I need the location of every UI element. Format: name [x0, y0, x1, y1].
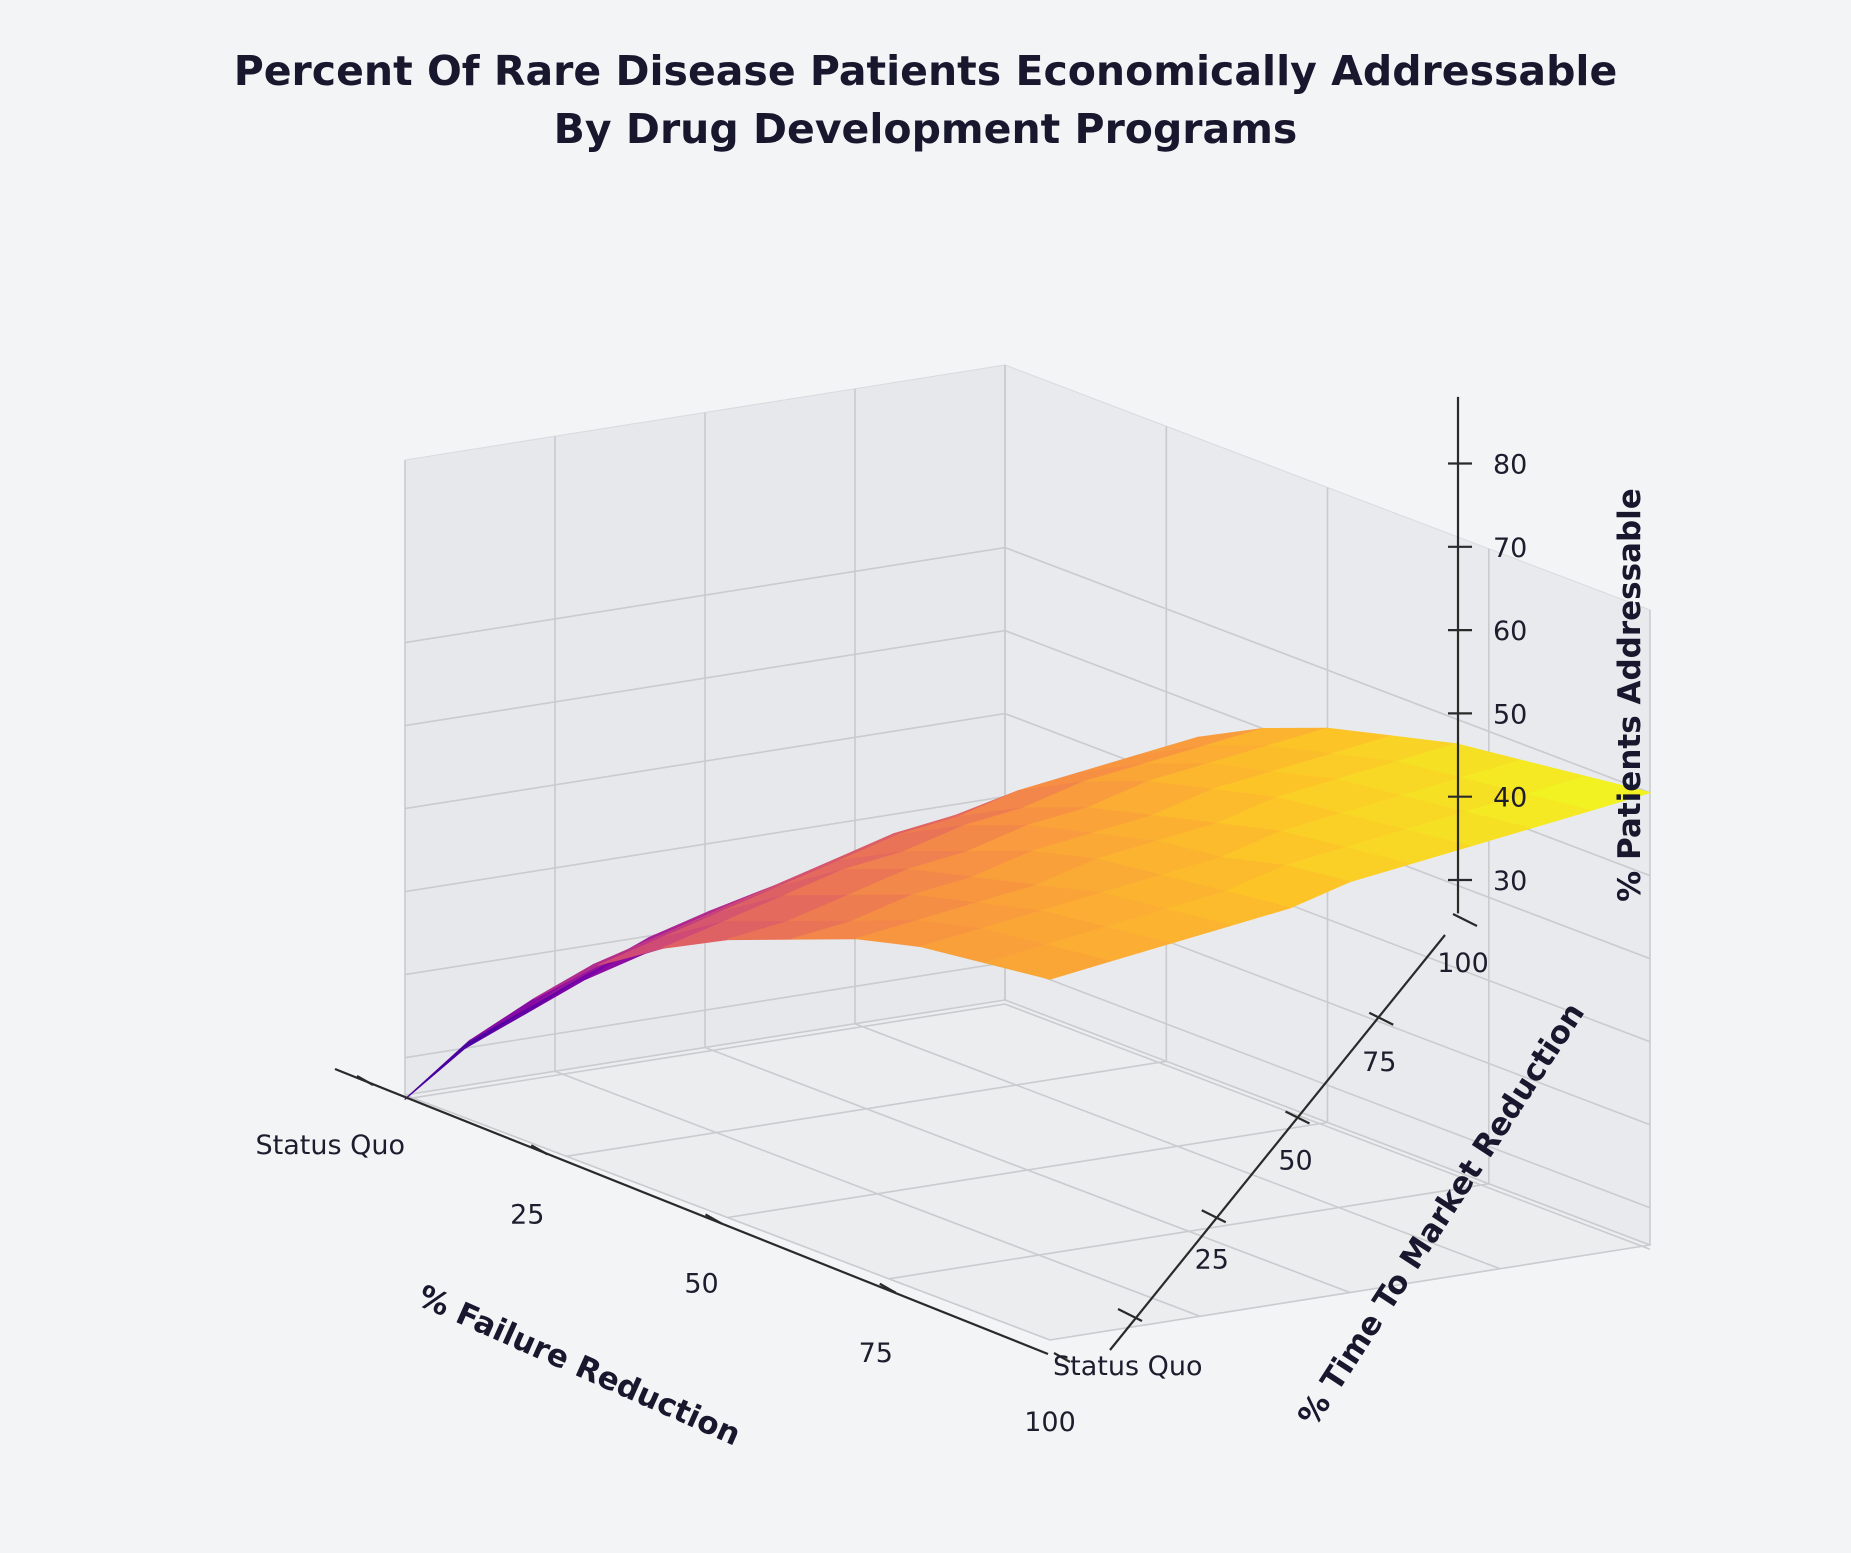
surface: [404, 727, 1651, 1100]
gridline-y: [704, 412, 1351, 1294]
x-tick-label: 50: [684, 1269, 718, 1300]
x-tick: [530, 1144, 548, 1156]
z-tick-label: 60: [1493, 616, 1527, 647]
x-tick-label: 75: [859, 1338, 893, 1369]
y-tick: [1201, 1209, 1227, 1224]
axes: [334, 396, 1478, 1363]
gridline-z: [404, 1003, 1651, 1250]
y-tick: [1452, 913, 1478, 927]
gridline-y: [554, 436, 1201, 1318]
x-tick-label: 100: [1024, 1407, 1076, 1438]
y-tick: [1117, 1308, 1143, 1322]
gridline-y: [1004, 365, 1651, 1246]
y-tick: [1368, 1011, 1394, 1026]
x-tick: [704, 1213, 723, 1225]
chart-title-line-1: Percent Of Rare Disease Patients Economi…: [233, 47, 1618, 95]
y-tick-label: Status Quo: [1053, 1351, 1203, 1382]
surface-patch: [984, 944, 1111, 980]
gridline-y: [404, 460, 1051, 1341]
grid-lines: [404, 365, 1651, 1341]
x-tick-label: Status Quo: [255, 1130, 405, 1161]
y-tick-label: 75: [1362, 1047, 1396, 1078]
x-tick: [356, 1075, 374, 1086]
y-tick-label: 25: [1195, 1244, 1229, 1275]
gridline-y: [854, 388, 1501, 1270]
z-tick-label: 40: [1493, 783, 1527, 814]
z-tick-label: 50: [1493, 699, 1527, 730]
x-axis-label: % Failure Reduction: [412, 1278, 745, 1453]
chart-title-line-2: By Drug Development Programs: [553, 105, 1298, 153]
chart-title: Percent Of Rare Disease Patients Economi…: [0, 42, 1851, 158]
x-tick-label: 25: [510, 1199, 544, 1230]
z-tick-label: 30: [1493, 866, 1527, 897]
y-tick-label: 50: [1278, 1146, 1312, 1177]
x-axis-line: [334, 1067, 1049, 1356]
z-tick-label: 70: [1493, 533, 1527, 564]
z-axis-label: % Patients Addressable: [1612, 488, 1648, 902]
x-tick: [1053, 1352, 1071, 1363]
y-axis-line: [1109, 934, 1446, 1351]
x-tick: [879, 1282, 897, 1294]
tick-labels: Status Quo 25 50 75 100 Status Quo 25 50 75 100 30…: [255, 450, 1527, 1439]
y-tick: [1285, 1110, 1310, 1125]
z-tick-label: 80: [1493, 450, 1527, 481]
y-tick-label: 100: [1437, 948, 1489, 979]
